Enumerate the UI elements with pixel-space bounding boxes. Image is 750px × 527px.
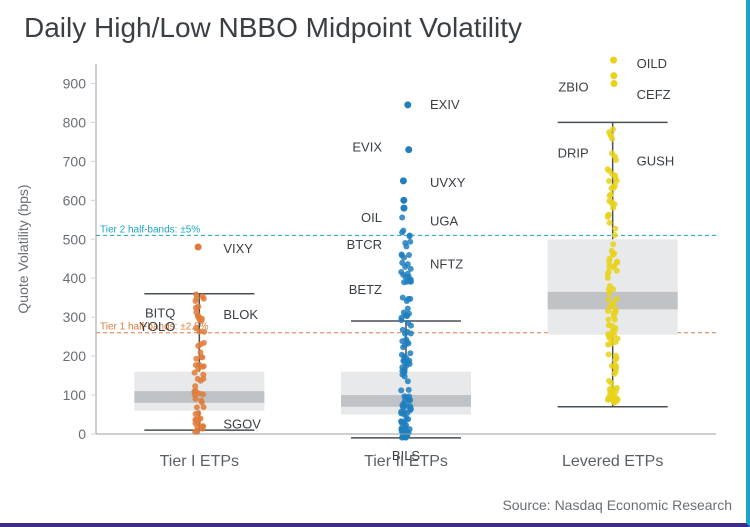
point-label: OILD bbox=[637, 56, 667, 71]
svg-text:0: 0 bbox=[78, 426, 86, 442]
svg-text:700: 700 bbox=[63, 153, 87, 169]
point-label: ZBIO bbox=[558, 79, 588, 94]
point-label: BETZ bbox=[349, 282, 382, 297]
category-label: Tier I ETPs bbox=[160, 453, 239, 470]
svg-text:Quote Volatility (bps): Quote Volatility (bps) bbox=[15, 184, 31, 313]
point-label: BTCR bbox=[347, 237, 382, 252]
svg-text:Tier 2 half-bands: ±5%: Tier 2 half-bands: ±5% bbox=[100, 224, 200, 235]
point-label: VIXY bbox=[223, 241, 253, 256]
point-label: EXIV bbox=[430, 97, 460, 112]
svg-text:200: 200 bbox=[63, 348, 87, 364]
svg-text:800: 800 bbox=[63, 114, 87, 130]
point-label: UGA bbox=[430, 214, 459, 229]
point-label: YOLO bbox=[139, 319, 175, 334]
svg-text:300: 300 bbox=[63, 309, 87, 325]
point-label: BLOK bbox=[223, 307, 258, 322]
chart-source: Source: Nasdaq Economic Research bbox=[502, 497, 732, 513]
point-label: NFTZ bbox=[430, 257, 463, 272]
svg-text:900: 900 bbox=[63, 75, 87, 91]
point-label: DRIP bbox=[558, 146, 589, 161]
category-label: Levered ETPs bbox=[562, 453, 663, 470]
category-label: Tier II ETPs bbox=[364, 453, 448, 470]
point-label: EVIX bbox=[352, 140, 382, 155]
svg-text:600: 600 bbox=[63, 192, 87, 208]
point-label: GUSH bbox=[637, 153, 675, 168]
svg-text:400: 400 bbox=[63, 270, 87, 286]
chart-plot: 0 100 200 300 400 500 600 700 800 900 Quote Volati… bbox=[0, 54, 746, 484]
point-label: CEFZ bbox=[637, 87, 671, 102]
svg-text:500: 500 bbox=[63, 231, 87, 247]
svg-text:100: 100 bbox=[63, 387, 87, 403]
point-label: OIL bbox=[361, 210, 382, 225]
point-label: SGOV bbox=[223, 416, 261, 431]
point-label: UVXY bbox=[430, 175, 466, 190]
chart-title: Daily High/Low NBBO Midpoint Volatility bbox=[24, 12, 522, 44]
